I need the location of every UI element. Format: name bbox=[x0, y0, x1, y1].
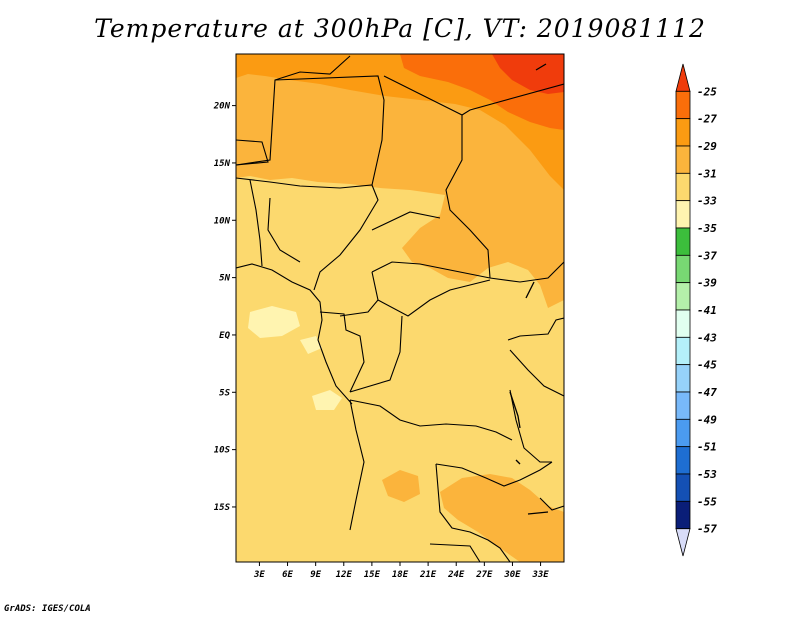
lat-tick-label: 5S bbox=[219, 388, 230, 398]
lon-tick-label: 24E bbox=[447, 570, 465, 580]
lat-tick-label: 5N bbox=[219, 274, 230, 284]
colorbar-swatch bbox=[675, 473, 691, 502]
colorbar-swatch bbox=[675, 172, 691, 202]
grads-credit: GrADS: IGES/COLA bbox=[4, 604, 91, 614]
colorbar-label: -47 bbox=[697, 386, 717, 399]
colorbar-swatch bbox=[675, 227, 691, 256]
lon-tick-label: 18E bbox=[392, 570, 409, 580]
band-35-b bbox=[312, 390, 342, 410]
band-35-a bbox=[248, 306, 300, 338]
colorbar-label: -27 bbox=[697, 113, 717, 126]
lon-tick-label: 12E bbox=[336, 570, 353, 580]
colorbar-label: -49 bbox=[697, 413, 717, 426]
lat-tick-label: EQ bbox=[219, 331, 230, 341]
lon-tick-label: 27E bbox=[475, 570, 493, 580]
lon-tick-label: 15E bbox=[364, 570, 381, 580]
colorbar-label: -41 bbox=[697, 304, 717, 317]
colorbar-label: -35 bbox=[697, 222, 717, 235]
lat-axis: 20N 15N 10N 5N EQ 5S 10S 15S bbox=[213, 102, 236, 513]
colorbar: -25 -27 -29 -31 -33 -35 -37 -39 -41 -43 -45 -47 -49 -… bbox=[675, 63, 717, 557]
colorbar-label: -57 bbox=[697, 523, 717, 536]
colorbar-label: -55 bbox=[697, 495, 717, 508]
lon-tick-label: 9E bbox=[310, 570, 321, 580]
colorbar-bottom-triangle bbox=[675, 528, 691, 557]
band-31 bbox=[236, 54, 564, 308]
colorbar-label: -39 bbox=[697, 277, 717, 290]
colorbar-label: -51 bbox=[697, 441, 717, 454]
colorbar-swatch bbox=[675, 254, 691, 284]
colorbar-label: -43 bbox=[697, 331, 717, 344]
colorbar-label: -37 bbox=[697, 249, 717, 262]
colorbar-swatch bbox=[675, 309, 691, 338]
lat-tick-label: 15N bbox=[214, 159, 231, 169]
colorbar-swatch bbox=[675, 282, 691, 311]
colorbar-swatch bbox=[675, 336, 691, 366]
colorbar-label: -33 bbox=[697, 195, 717, 208]
colorbar-label: -29 bbox=[697, 140, 717, 153]
map-title: Temperature at 300hPa [C], VT: 201908111… bbox=[94, 14, 706, 43]
lon-tick-label: 30E bbox=[503, 570, 521, 580]
lat-tick-label: 20N bbox=[213, 102, 231, 112]
lat-tick-label: 10N bbox=[214, 216, 231, 226]
colorbar-label: -53 bbox=[697, 468, 717, 481]
lat-tick-label: 10S bbox=[214, 446, 231, 456]
colorbar-swatch bbox=[675, 500, 691, 530]
colorbar-swatch bbox=[675, 90, 691, 120]
colorbar-swatch bbox=[675, 145, 691, 174]
lon-tick-label: 6E bbox=[282, 570, 293, 580]
lon-axis: 3E 6E 9E 12E 15E 18E 21E 24E 27E 30E 33E bbox=[253, 562, 549, 580]
band-31-southwest bbox=[382, 470, 420, 502]
temperature-field bbox=[236, 54, 564, 562]
band-25 bbox=[492, 54, 564, 94]
lat-tick-label: 15S bbox=[214, 503, 231, 513]
colorbar-swatch bbox=[675, 118, 691, 147]
colorbar-swatch bbox=[675, 418, 691, 448]
colorbar-label: -31 bbox=[697, 167, 717, 180]
band-31-south bbox=[440, 474, 564, 562]
colorbar-swatch bbox=[675, 200, 691, 229]
lon-tick-label: 21E bbox=[419, 570, 437, 580]
country-boundaries bbox=[236, 55, 564, 562]
colorbar-swatch bbox=[675, 364, 691, 393]
lon-tick-label: 3E bbox=[253, 570, 265, 580]
colorbar-swatch bbox=[675, 446, 691, 475]
band-35-c bbox=[300, 336, 322, 354]
lon-tick-label: 33E bbox=[531, 570, 549, 580]
colorbar-label: -45 bbox=[697, 359, 717, 372]
colorbar-label: -25 bbox=[697, 85, 717, 98]
colorbar-top-triangle bbox=[675, 63, 691, 92]
lakes bbox=[509, 63, 549, 515]
colorbar-swatch bbox=[675, 391, 691, 420]
